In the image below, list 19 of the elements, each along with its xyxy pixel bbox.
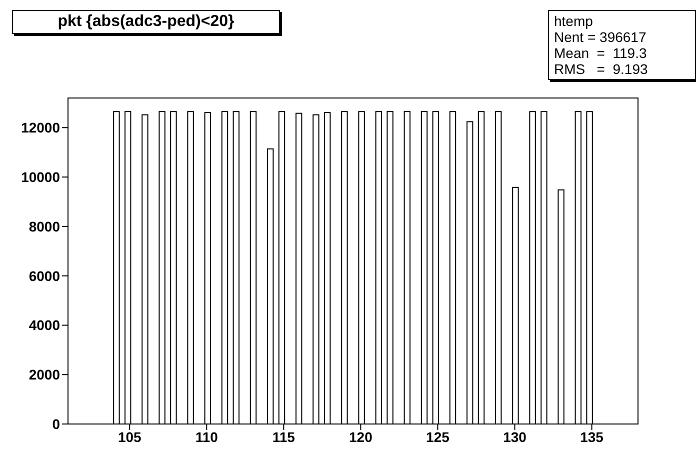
x-tick-label: 115 <box>272 428 296 445</box>
x-tick-label: 120 <box>349 428 373 445</box>
x-tick-label: 135 <box>580 428 604 445</box>
text: htemp <box>554 13 594 29</box>
y-tick-label: 0 <box>52 416 60 432</box>
y-tick-label: 12000 <box>21 120 60 136</box>
x-tick-label: 130 <box>503 428 527 445</box>
text: Nent = 396617 <box>554 29 648 45</box>
y-tick-label: 4000 <box>28 317 60 334</box>
chart-title: pkt {abs(adc3-ped)<20} <box>12 10 280 34</box>
x-tick-label: 125 <box>426 428 450 445</box>
text: Mean = 119.3 <box>554 45 648 61</box>
y-tick-label: 10000 <box>21 169 60 185</box>
y-tick-label: 6000 <box>28 268 60 284</box>
text: RMS = 9.193 <box>554 61 649 77</box>
x-tick-label: 110 <box>195 428 218 445</box>
x-tick-label: 105 <box>118 428 142 445</box>
y-tick-label: 2000 <box>28 366 60 383</box>
y-tick-label: 8000 <box>28 218 60 234</box>
